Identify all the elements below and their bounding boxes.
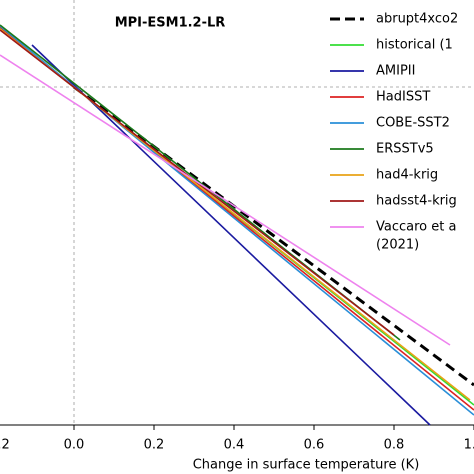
chart-title: MPI-ESM1.2-LR xyxy=(115,16,226,31)
series-line xyxy=(0,54,451,346)
legend-label: (2021) xyxy=(376,238,419,253)
legend-label: hadsst4-krig xyxy=(376,194,457,209)
legend-label: AMIPII xyxy=(376,64,415,79)
x-tick-label: 0.0 xyxy=(64,438,85,453)
legend-label: abrupt4xco2 xyxy=(376,12,458,27)
legend-label: Vaccaro et a xyxy=(376,220,456,235)
x-tick-label: 0.6 xyxy=(304,438,325,453)
x-tick-label: 0.8 xyxy=(384,438,405,453)
legend-label: historical (1 xyxy=(376,38,453,53)
series-line xyxy=(73,85,474,387)
x-tick-label: −0.2 xyxy=(0,438,10,453)
x-tick-label: 0.4 xyxy=(224,438,245,453)
x-tick-label: 0.2 xyxy=(144,438,165,453)
x-axis-label: Change in surface temperature (K) xyxy=(193,458,420,473)
legend-label: had4-krig xyxy=(376,168,438,183)
legend-label: COBE-SST2 xyxy=(376,116,450,131)
series-line xyxy=(31,44,431,426)
legend-label: HadISST xyxy=(376,90,430,105)
x-tick-label: 1.0 xyxy=(464,438,474,453)
legend-label: ERSSTv5 xyxy=(376,142,434,157)
